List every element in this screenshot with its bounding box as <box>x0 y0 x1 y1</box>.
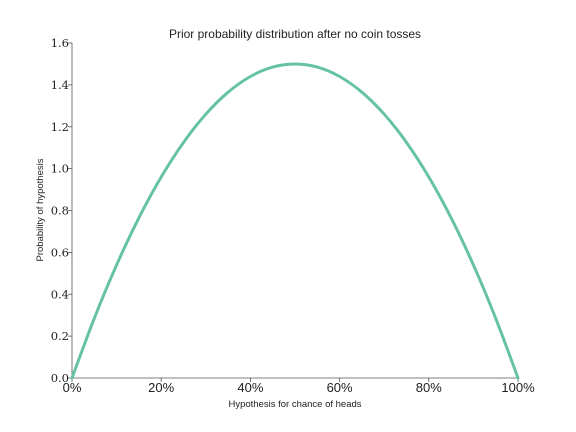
x-axis-label: Hypothesis for chance of heads <box>228 399 361 410</box>
y-tick-label: 0.8 <box>51 204 69 218</box>
x-tick-label: 0% <box>63 380 82 395</box>
y-tick-label: 1.0 <box>51 162 69 176</box>
y-tick-label: 0.2 <box>51 329 69 343</box>
y-tick-label: 0.6 <box>51 245 69 259</box>
series-group <box>70 62 520 380</box>
y-tick-label: 1.6 <box>51 36 69 50</box>
x-tick-label: 60% <box>327 380 353 395</box>
y-tick-label: 0.0 <box>51 371 69 385</box>
x-tick-label: 20% <box>148 380 174 395</box>
y-tick-label: 0.4 <box>51 287 69 301</box>
x-tick-label: 100% <box>501 380 535 395</box>
chart-title: Prior probability distribution after no … <box>169 27 421 41</box>
x-tick-label: 80% <box>416 380 442 395</box>
y-tick-label: 1.4 <box>51 78 69 92</box>
y-axis-label: Probability of hypothesis <box>35 158 46 261</box>
y-tick-label: 1.2 <box>51 120 69 134</box>
ticks-group: 0.0 0.2 0.4 0.6 0.8 1.0 1.2 1.4 1.6 0% 20% 40% 60% 80… <box>51 36 535 395</box>
series-line <box>70 62 520 380</box>
x-tick-label: 40% <box>237 380 263 395</box>
